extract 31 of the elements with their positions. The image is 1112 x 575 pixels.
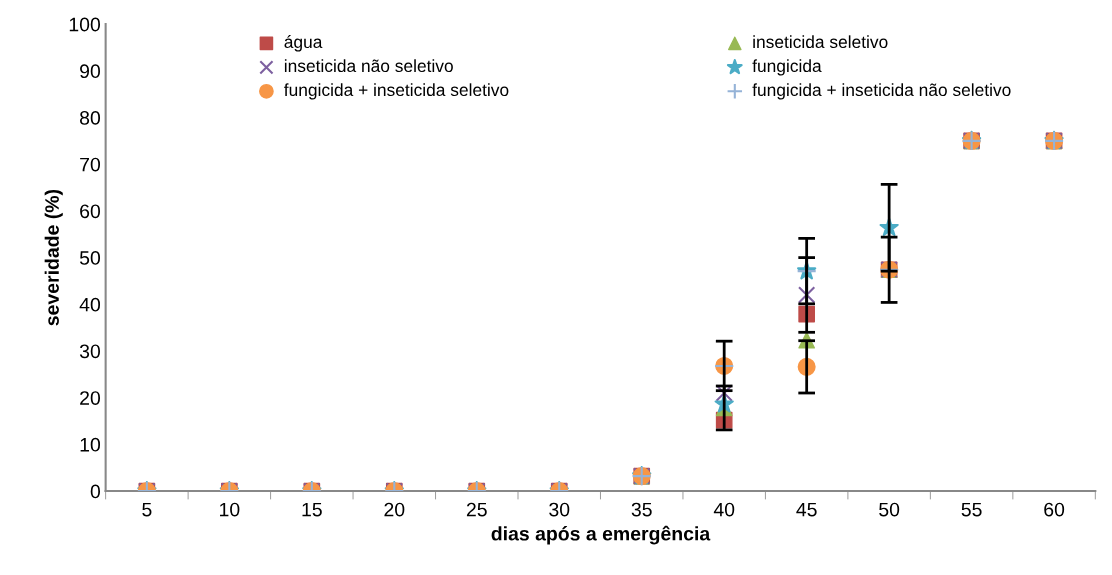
y-tick-label: 0 xyxy=(90,484,101,499)
x-tick-label: 25 xyxy=(466,502,487,517)
x-tick-label: 50 xyxy=(879,502,900,517)
x-tick-label: 40 xyxy=(713,502,735,517)
x-tick-label: 55 xyxy=(961,502,982,517)
x-tick-label: 30 xyxy=(549,502,570,517)
y-tick-label: 50 xyxy=(79,251,101,265)
y-tick-label: 80 xyxy=(80,111,101,125)
legend-label: inseticida seletivo xyxy=(753,35,888,49)
legend-label: inseticida não seletivo xyxy=(284,59,453,73)
legend-label: fungicida + inseticida seletivo xyxy=(284,83,509,100)
x-tick-label: 35 xyxy=(631,502,652,517)
x-tick-label: 20 xyxy=(384,502,405,517)
y-tick-label: 60 xyxy=(80,204,101,219)
x-tick-label: 60 xyxy=(1044,502,1065,517)
x-tick-label: 5 xyxy=(142,502,152,517)
y-tick-label: 90 xyxy=(80,64,101,79)
x-tick-label: 10 xyxy=(220,502,240,517)
legend-label: fungicida xyxy=(752,59,822,76)
y-tick-label: 20 xyxy=(80,391,101,405)
x-axis-title: dias após a emergência xyxy=(491,525,711,545)
y-tick-label: 30 xyxy=(79,344,101,359)
y-axis-title: severidade (%) xyxy=(44,189,63,326)
legend-label: fungicida + inseticida não seletivo xyxy=(752,83,1011,100)
y-tick-label: 10 xyxy=(80,437,101,452)
y-tick-label: 70 xyxy=(80,157,101,172)
legend-label: água xyxy=(284,35,323,52)
y-tick-label: 100 xyxy=(69,17,101,32)
x-tick-label: 15 xyxy=(302,502,322,517)
x-tick-label: 45 xyxy=(796,502,817,517)
y-tick-label: 40 xyxy=(79,297,101,312)
